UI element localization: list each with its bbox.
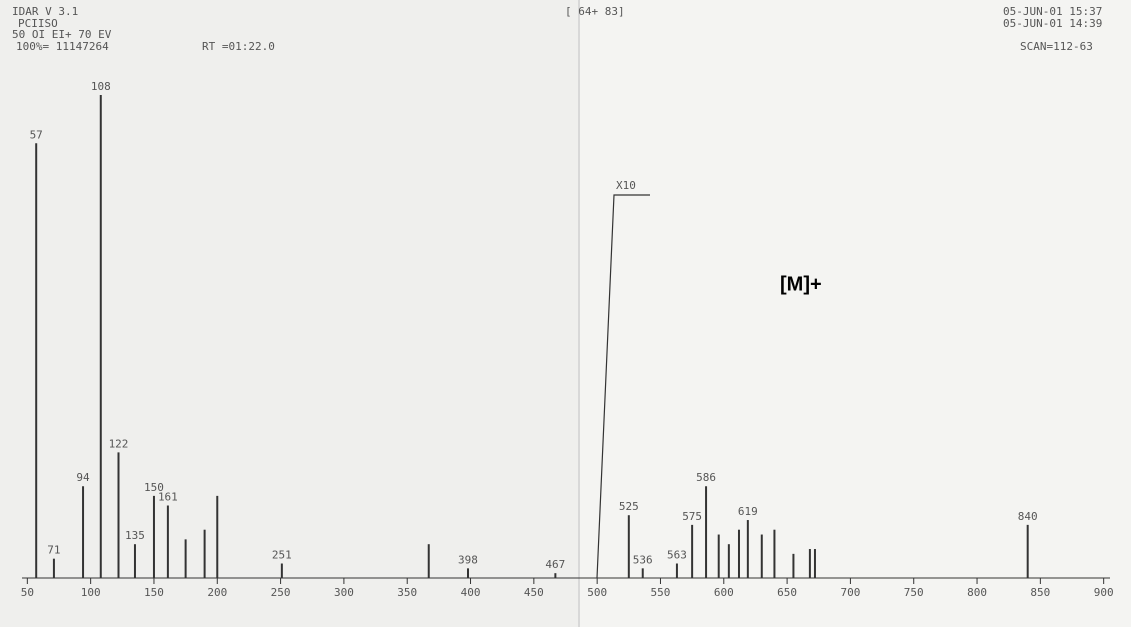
peak-label: 398 — [458, 553, 478, 566]
peak-label: 536 — [633, 553, 653, 566]
peak-label: 251 — [272, 549, 292, 562]
x-tick-label: 350 — [397, 586, 417, 599]
x-tick-label: 550 — [651, 586, 671, 599]
header-mode: 50 OI EI+ 70 EV — [12, 28, 112, 41]
x-tick-label: 900 — [1094, 586, 1114, 599]
molecular-ion-label: [M]+ — [780, 273, 822, 295]
header-date2: 05-JUN-01 14:39 — [1003, 17, 1102, 30]
peak-label: 122 — [109, 437, 129, 450]
header-range: [ 64+ 83] — [565, 5, 625, 18]
peak-label: 57 — [30, 128, 43, 141]
paper-left — [0, 0, 578, 627]
header-program: IDAR V 3.1 — [12, 5, 78, 18]
x-tick-label: 750 — [904, 586, 924, 599]
peak-label: 563 — [667, 549, 687, 562]
x-tick-label: 100 — [81, 586, 101, 599]
x-tick-label: 650 — [777, 586, 797, 599]
x-tick-label: 150 — [144, 586, 164, 599]
x-tick-label: 300 — [334, 586, 354, 599]
x-tick-label: 200 — [207, 586, 227, 599]
peak-label: 840 — [1018, 510, 1038, 523]
peak-label: 94 — [76, 471, 90, 484]
peak-label: 135 — [125, 529, 145, 542]
x-tick-label: 400 — [461, 586, 481, 599]
x-tick-label: 800 — [967, 586, 987, 599]
x-tick-label: 700 — [840, 586, 860, 599]
x-tick-label: 500 — [587, 586, 607, 599]
peak-label: 108 — [91, 80, 111, 93]
peak-label: 150 — [144, 481, 164, 494]
header-scan: SCAN=112-63 — [1020, 40, 1093, 53]
magnification-line — [596, 194, 650, 579]
x-tick-label: 850 — [1030, 586, 1050, 599]
header-base: 100%= 11147264 — [16, 40, 109, 53]
x-tick-label: 600 — [714, 586, 734, 599]
peak-label: 161 — [158, 491, 178, 504]
peak-label: 71 — [47, 544, 60, 557]
header-date1: 05-JUN-01 15:37 — [1003, 5, 1102, 18]
x-tick-label: 50 — [21, 586, 34, 599]
peak-label: 619 — [738, 505, 758, 518]
peak-label: 467 — [545, 558, 565, 571]
magnification-label: X10 — [616, 179, 636, 192]
x-tick-label: 250 — [271, 586, 291, 599]
peak-label: 586 — [696, 471, 716, 484]
header-sample: PCIISO — [18, 17, 58, 30]
peak-label: 525 — [619, 500, 639, 513]
header-rt: RT =01:22.0 — [202, 40, 275, 53]
peak-label: 575 — [682, 510, 702, 523]
x-tick-label: 450 — [524, 586, 544, 599]
